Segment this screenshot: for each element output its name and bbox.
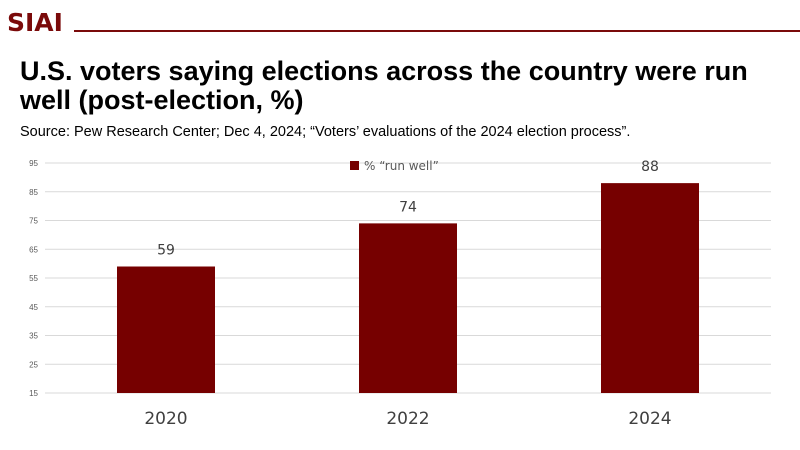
y-tick-label: 65 <box>29 245 38 254</box>
data-labels: 59 74 88 <box>157 159 659 258</box>
y-tick-label: 75 <box>29 217 38 226</box>
legend-swatch <box>350 161 359 170</box>
bar-2020 <box>117 266 215 393</box>
x-tick-label-2024: 2024 <box>628 409 671 429</box>
bar-2022 <box>359 223 457 393</box>
data-label-2020: 59 <box>157 243 175 259</box>
header-rule <box>74 30 800 32</box>
y-tick-label: 15 <box>29 389 38 398</box>
x-tick-label-2022: 2022 <box>386 409 429 429</box>
x-axis-tick-labels: 2020 2022 2024 <box>144 409 671 429</box>
y-tick-label: 25 <box>29 360 38 369</box>
y-tick-label: 55 <box>29 274 38 283</box>
legend-label: % “run well” <box>364 159 439 173</box>
x-tick-label-2020: 2020 <box>144 409 187 429</box>
y-tick-label: 45 <box>29 303 38 312</box>
y-tick-label: 85 <box>29 188 38 197</box>
y-tick-label: 35 <box>29 332 38 341</box>
siai-logo: SIAI <box>7 8 63 37</box>
chart-source: Source: Pew Research Center; Dec 4, 2024… <box>20 124 631 140</box>
bars <box>117 183 699 393</box>
legend: % “run well” <box>350 159 439 173</box>
data-label-2024: 88 <box>641 159 659 175</box>
chart-title: U.S. voters saying elections across the … <box>20 56 748 115</box>
bar-2024 <box>601 183 699 393</box>
y-tick-label: 95 <box>29 159 38 168</box>
data-label-2022: 74 <box>399 199 417 215</box>
y-axis-tick-labels: 15 25 35 45 55 65 75 85 95 <box>29 159 38 398</box>
